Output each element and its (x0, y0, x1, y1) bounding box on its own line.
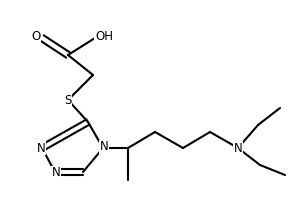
Text: N: N (234, 142, 242, 154)
Text: N: N (100, 141, 108, 153)
Text: S: S (64, 93, 72, 107)
Text: OH: OH (95, 30, 113, 42)
Text: O: O (31, 30, 41, 42)
Text: N: N (36, 142, 45, 154)
Text: N: N (52, 166, 60, 180)
